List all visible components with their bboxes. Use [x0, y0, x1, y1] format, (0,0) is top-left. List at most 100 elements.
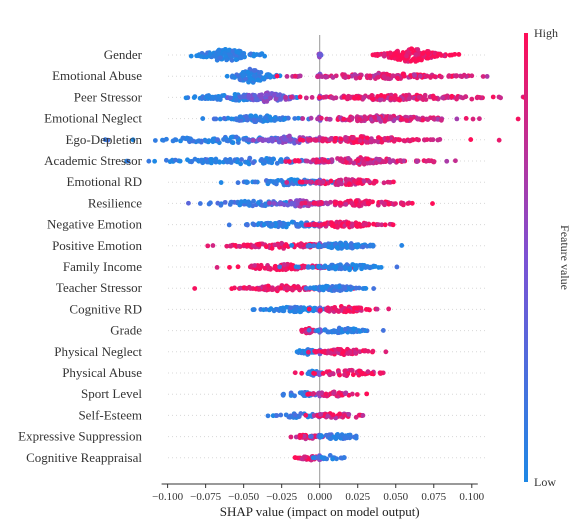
- shap-dot: [319, 74, 325, 80]
- shap-dot: [397, 97, 403, 103]
- shap-dot: [396, 137, 402, 143]
- shap-dot: [341, 94, 347, 100]
- shap-dot: [207, 51, 213, 57]
- shap-dot: [365, 369, 371, 375]
- shap-dot: [417, 73, 423, 79]
- shap-dot: [276, 139, 282, 145]
- shap-dot: [382, 202, 387, 208]
- shap-dot: [379, 139, 385, 145]
- shap-dot: [360, 413, 366, 418]
- shap-dot: [241, 72, 247, 78]
- shap-dot: [341, 455, 347, 460]
- shap-dot: [331, 391, 336, 396]
- shap-dot: [372, 115, 377, 120]
- shap-dot: [317, 95, 322, 100]
- shap-dot: [261, 222, 267, 228]
- shap-dot: [301, 305, 307, 311]
- shap-dot: [299, 327, 305, 333]
- shap-dot: [236, 243, 242, 249]
- shap-dot: [353, 435, 359, 441]
- shap-dot: [351, 140, 357, 145]
- shap-dot: [477, 94, 482, 100]
- shap-dot: [353, 414, 359, 420]
- shap-dot: [323, 285, 329, 290]
- shap-dot: [232, 91, 238, 97]
- shap-dot: [315, 116, 320, 122]
- shap-dot: [217, 159, 223, 165]
- shap-dot: [392, 137, 398, 143]
- shap-dot: [188, 53, 194, 59]
- shap-dot: [224, 73, 230, 79]
- shap-dot: [305, 158, 310, 164]
- shap-dot: [317, 179, 323, 185]
- shap-dot: [297, 390, 303, 396]
- shap-dot: [305, 265, 311, 270]
- shap-dot: [342, 412, 347, 418]
- shap-dot: [403, 92, 409, 98]
- x-ticks: −0.100 −0.075 −0.050 −0.025 0.000 0.025 0.050 0…: [152, 484, 485, 503]
- shap-dot: [367, 265, 373, 271]
- shap-dot: [361, 178, 367, 184]
- shap-dot: [345, 221, 351, 227]
- shap-dot: [381, 180, 387, 186]
- shap-dot: [477, 116, 482, 122]
- shap-dot: [306, 327, 312, 333]
- shap-dot: [191, 95, 197, 100]
- shap-dot: [318, 201, 324, 206]
- shap-dot: [336, 346, 342, 352]
- shap-dot: [480, 74, 486, 79]
- shap-dot: [198, 54, 204, 59]
- shap-dot: [321, 456, 327, 462]
- shap-dot: [380, 159, 386, 165]
- feature-label: Emotional RD: [67, 174, 142, 189]
- shap-dot: [315, 74, 320, 80]
- shap-dot: [298, 242, 304, 247]
- shap-dot: [408, 46, 414, 52]
- shap-dot: [383, 349, 389, 355]
- shap-dot: [323, 74, 329, 80]
- shap-dot: [252, 263, 258, 268]
- shap-dot: [269, 287, 275, 293]
- shap-dot: [336, 179, 342, 185]
- shap-dot: [433, 95, 438, 101]
- shap-dot: [167, 159, 173, 165]
- feature-label: Peer Stressor: [74, 89, 143, 104]
- shap-dot: [298, 220, 304, 226]
- shap-dot: [271, 92, 277, 97]
- shap-dot: [361, 222, 367, 228]
- shap-dot: [264, 92, 269, 98]
- shap-dot: [351, 178, 357, 184]
- shap-dot: [253, 97, 259, 103]
- shap-dot: [273, 96, 279, 102]
- shap-dot: [320, 371, 326, 376]
- feature-label: Academic Stressor: [44, 153, 143, 168]
- shap-dot: [271, 308, 277, 314]
- shap-dot: [349, 115, 355, 121]
- shap-dot: [404, 118, 410, 123]
- shap-dot: [470, 116, 476, 122]
- shap-dot: [288, 94, 294, 100]
- shap-dot: [345, 95, 351, 101]
- shap-dot: [172, 137, 178, 143]
- shap-dot: [310, 265, 316, 270]
- shap-dot: [189, 159, 194, 165]
- shap-dot: [344, 160, 349, 165]
- shap-dot: [357, 75, 363, 81]
- shap-dot: [398, 116, 404, 122]
- shap-dot: [192, 156, 198, 162]
- shap-dot: [245, 199, 251, 205]
- shap-dot: [358, 305, 364, 311]
- shap-dot: [262, 203, 268, 209]
- shap-dot: [194, 53, 200, 59]
- shap-dot: [365, 200, 371, 206]
- shap-dot: [363, 139, 369, 145]
- shap-dot: [405, 201, 411, 206]
- shap-dot: [284, 285, 290, 290]
- shap-dot: [415, 47, 421, 52]
- shap-dot: [292, 393, 297, 399]
- shap-dot: [267, 73, 273, 79]
- shap-dot: [375, 53, 380, 58]
- shap-dot: [376, 135, 382, 141]
- shap-dot: [408, 73, 414, 78]
